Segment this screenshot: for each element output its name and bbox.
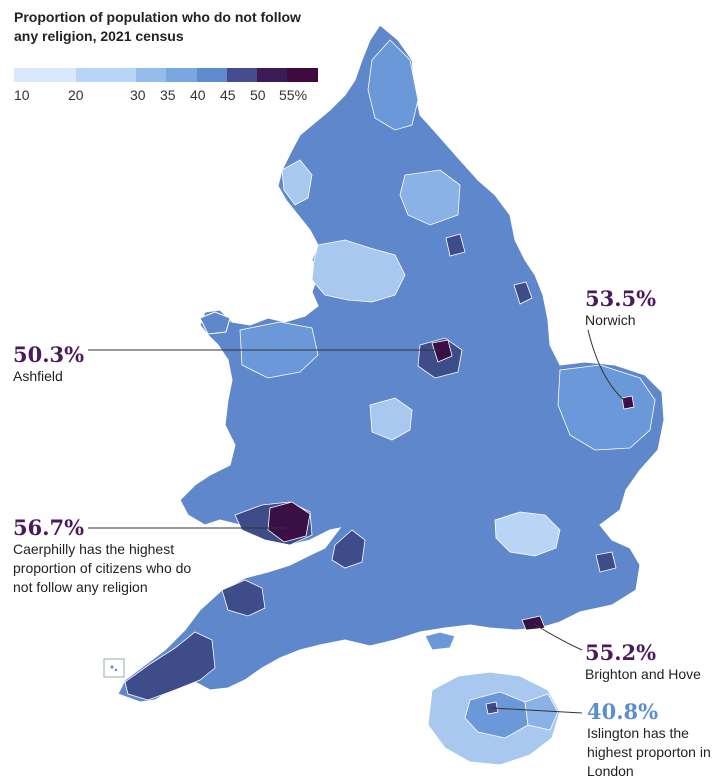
callout-value: 55.2% — [585, 640, 657, 665]
legend-swatch-8 — [287, 68, 318, 82]
legend-swatch-7 — [257, 68, 287, 82]
region-cornwall — [124, 631, 216, 701]
legend-tick-label: 50 — [250, 87, 266, 103]
callout-value: 53.5% — [585, 286, 657, 311]
legend-swatch-4 — [166, 68, 197, 82]
callout-caerphilly: 56.7% Caerphilly has the highest proport… — [13, 516, 193, 597]
legend-tick-label: 10 — [14, 87, 30, 103]
scilly-inset-box — [103, 658, 125, 678]
london-inset-east — [524, 693, 559, 731]
callout-islington: 40.8% Islington has the highest proporto… — [587, 700, 715, 781]
callout-label: Norwich — [585, 312, 636, 328]
legend-tick-label: 45 — [220, 87, 236, 103]
legend-tick-label: 35 — [160, 87, 176, 103]
region-exmoor — [221, 579, 266, 617]
region-middlesbrough — [445, 233, 466, 257]
legend-swatch-1 — [14, 68, 76, 82]
callout-value: 56.7% — [13, 515, 85, 540]
legend-swatch-6 — [227, 68, 257, 82]
norwich-leader-line — [587, 329, 627, 403]
scilly-isles — [110, 665, 114, 669]
legend-tick-label: 30 — [130, 87, 146, 103]
region-north-east — [367, 39, 419, 131]
isle-of-wight — [424, 631, 456, 651]
london-inset-inner — [464, 691, 529, 739]
callout-label: Brighton and Hove — [585, 666, 701, 682]
region-yorkshire-dales — [399, 169, 461, 226]
scilly-isles — [114, 668, 118, 672]
region-north-west — [311, 239, 406, 303]
callout-value: 40.8% — [587, 699, 659, 724]
region-norwich — [621, 395, 635, 410]
legend-tick-label: 40 — [190, 87, 206, 103]
anglesey — [199, 311, 231, 335]
callout-brighton: 55.2% Brighton and Hove — [585, 641, 701, 684]
islington-leader-line — [491, 707, 583, 714]
legend-swatch-5 — [197, 68, 227, 82]
callout-value: 50.3% — [13, 342, 85, 367]
region-hull — [513, 281, 533, 305]
region-caerphilly — [267, 501, 311, 543]
region-west-midlands — [369, 397, 413, 441]
brighton-leader-line — [533, 623, 583, 651]
color-legend: 10 20 30 35 40 45 50 55% — [14, 68, 319, 104]
region-bristol — [331, 529, 366, 569]
callout-label: Ashfield — [13, 368, 63, 384]
callout-norwich: 53.5% Norwich — [585, 287, 656, 330]
region-ashfield — [431, 339, 453, 363]
region-brighton-hove — [521, 615, 546, 631]
callout-ashfield: 50.3% Ashfield — [13, 343, 84, 386]
legend-swatch-2 — [76, 68, 136, 82]
legend-swatch-3 — [136, 68, 166, 82]
region-east-anglia — [557, 364, 656, 451]
region-east-kent — [595, 551, 617, 573]
region-london — [494, 511, 561, 557]
region-cumbria-coast — [281, 159, 313, 206]
callout-label: Islington has the highest proporton in L… — [587, 725, 711, 779]
callout-label: Caerphilly has the highest proportion of… — [13, 541, 192, 595]
map-title: Proportion of population who do not foll… — [14, 9, 301, 44]
legend-tick-label: 55% — [279, 87, 308, 103]
legend-tick-label: 20 — [68, 87, 84, 103]
